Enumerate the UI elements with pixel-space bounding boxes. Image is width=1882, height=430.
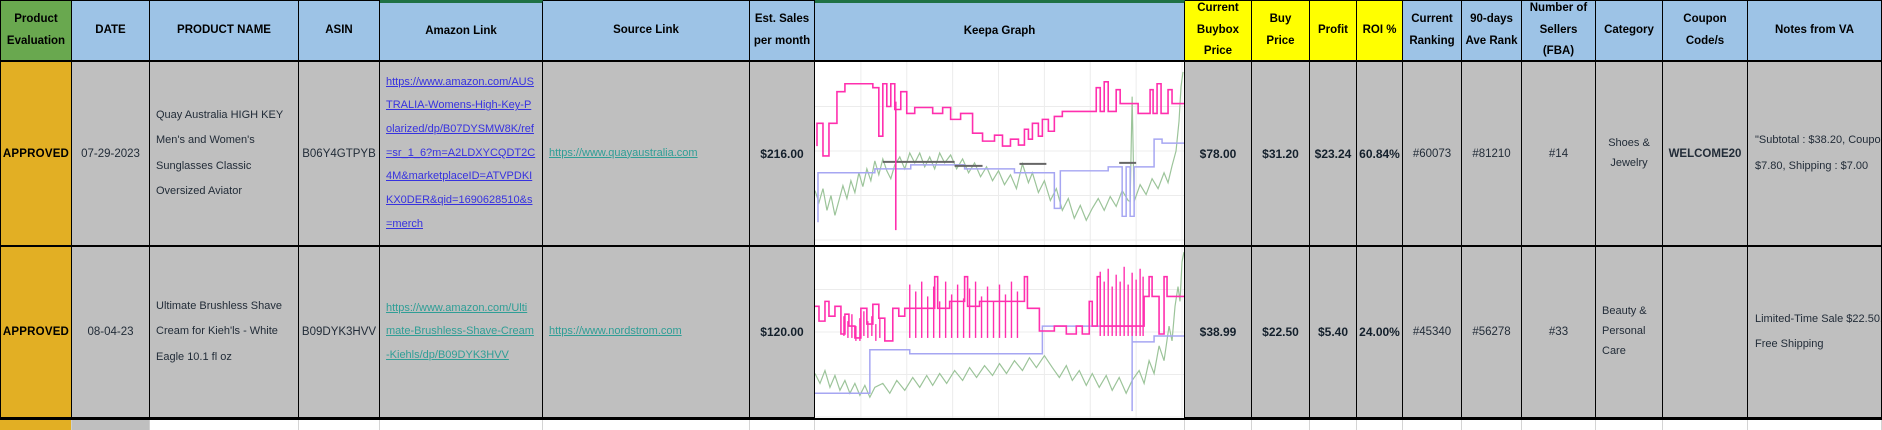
partial-row-cell[interactable] (1403, 420, 1462, 430)
cell-est-sales-row2[interactable]: $120.00 (750, 247, 815, 420)
source-link-row2[interactable]: https://www.nordstrom.com (549, 325, 682, 338)
cell-category-row1[interactable]: Shoes & Jewelry (1596, 62, 1663, 247)
col-header-category[interactable]: Category (1596, 0, 1663, 62)
cell-buybox-price-row2[interactable]: $38.99 (1185, 247, 1252, 420)
partial-row-date-cell[interactable] (72, 420, 150, 430)
cell-profit-row2[interactable]: $5.40 (1310, 247, 1357, 420)
col-header-est-sales[interactable]: Est. Sales per month (750, 0, 815, 62)
keepa-graph-row2-image (815, 247, 1184, 418)
col-header-num-sellers[interactable]: Number of Sellers (FBA) (1522, 0, 1596, 62)
col-header-90d-ave-rank[interactable]: 90-days Ave Rank (1462, 0, 1522, 62)
partial-row-cell[interactable] (299, 420, 380, 430)
cell-asin-row1[interactable]: B06Y4GTPYB (299, 62, 380, 247)
partial-row-cell[interactable] (150, 420, 299, 430)
cell-num-sellers-row1[interactable]: #14 (1522, 62, 1596, 247)
col-header-coupon[interactable]: Coupon Code/s (1663, 0, 1748, 62)
partial-row-cell[interactable] (1748, 420, 1882, 430)
partial-row-cell[interactable] (1663, 420, 1748, 430)
partial-row-cell[interactable] (1185, 420, 1252, 430)
col-header-profit[interactable]: Profit (1310, 0, 1357, 62)
cell-product-name-row1[interactable]: Quay Australia HIGH KEY Men's and Women'… (150, 62, 299, 247)
cell-evaluation-row2[interactable]: APPROVED (0, 247, 72, 420)
cell-keepa-graph-row2[interactable] (815, 247, 1185, 420)
cell-est-sales-row1[interactable]: $216.00 (750, 62, 815, 247)
cell-buy-price-row1[interactable]: $31.20 (1252, 62, 1310, 247)
cell-amazon-link-row2[interactable]: https://www.amazon.com/Ultimate-Brushles… (380, 247, 543, 420)
col-header-buy-price[interactable]: Buy Price (1252, 0, 1310, 62)
partial-row-cell[interactable] (750, 420, 815, 430)
col-header-product-name[interactable]: PRODUCT NAME (150, 0, 299, 62)
partial-row-cell[interactable] (1522, 420, 1596, 430)
partial-row-evaluation-cell[interactable] (0, 420, 72, 430)
partial-row-cell[interactable] (1310, 420, 1357, 430)
cell-profit-row1[interactable]: $23.24 (1310, 62, 1357, 247)
cell-evaluation-row1[interactable]: APPROVED (0, 62, 72, 247)
keepa-graph-row1-image (815, 62, 1184, 245)
cell-date-row1[interactable]: 07-29-2023 (72, 62, 150, 247)
source-link-row1[interactable]: https://www.quayaustralia.com (549, 146, 698, 159)
partial-row-cell[interactable] (543, 420, 750, 430)
cell-notes-row2[interactable]: Limited-Time Sale $22.50, ( Free Shippin… (1748, 247, 1882, 420)
cell-buybox-price-row1[interactable]: $78.00 (1185, 62, 1252, 247)
col-header-product-evaluation[interactable]: Product Evaluation (0, 0, 72, 62)
cell-product-name-row2[interactable]: Ultimate Brushless Shave Cream for Kieh'… (150, 247, 299, 420)
cell-num-sellers-row2[interactable]: #33 (1522, 247, 1596, 420)
col-header-date[interactable]: DATE (72, 0, 150, 62)
partial-row-cell[interactable] (1462, 420, 1522, 430)
amazon-link-row2[interactable]: https://www.amazon.com/Ultimate-Brushles… (386, 301, 534, 361)
cell-amazon-link-row1[interactable]: https://www.amazon.com/AUSTRALIA-Womens-… (380, 62, 543, 247)
cell-source-link-row1[interactable]: https://www.quayaustralia.com (543, 62, 750, 247)
cell-category-row2[interactable]: Beauty & Personal Care (1596, 247, 1663, 420)
cell-90d-ave-rank-row1[interactable]: #81210 (1462, 62, 1522, 247)
col-header-buybox-price[interactable]: Current Buybox Price (1185, 0, 1252, 62)
cell-90d-ave-rank-row2[interactable]: #56278 (1462, 247, 1522, 420)
partial-row-cell[interactable] (380, 420, 543, 430)
col-header-keepa-graph[interactable]: Keepa Graph (815, 0, 1185, 62)
col-header-amazon-link[interactable]: Amazon Link (380, 0, 543, 62)
col-header-notes[interactable]: Notes from VA (1748, 0, 1882, 62)
cell-asin-row2[interactable]: B09DYK3HVV (299, 247, 380, 420)
cell-keepa-graph-row1[interactable] (815, 62, 1185, 247)
col-header-source-link[interactable]: Source Link (543, 0, 750, 62)
cell-notes-row1[interactable]: "Subtotal : $38.20, Coupon $7.80, Shippi… (1748, 62, 1882, 247)
cell-date-row2[interactable]: 08-04-23 (72, 247, 150, 420)
cell-roi-row1[interactable]: 60.84% (1357, 62, 1403, 247)
cell-coupon-row1[interactable]: WELCOME20 (1663, 62, 1748, 247)
cell-buy-price-row2[interactable]: $22.50 (1252, 247, 1310, 420)
cell-coupon-row2[interactable] (1663, 247, 1748, 420)
cell-current-ranking-row1[interactable]: #60073 (1403, 62, 1462, 247)
partial-row-cell[interactable] (1357, 420, 1403, 430)
col-header-current-ranking[interactable]: Current Ranking (1403, 0, 1462, 62)
partial-row-cell[interactable] (1596, 420, 1663, 430)
col-header-asin[interactable]: ASIN (299, 0, 380, 62)
cell-source-link-row2[interactable]: https://www.nordstrom.com (543, 247, 750, 420)
cell-roi-row2[interactable]: 24.00% (1357, 247, 1403, 420)
cell-current-ranking-row2[interactable]: #45340 (1403, 247, 1462, 420)
amazon-link-row1[interactable]: https://www.amazon.com/AUSTRALIA-Womens-… (386, 75, 536, 230)
col-header-roi[interactable]: ROI % (1357, 0, 1403, 62)
partial-row-cell[interactable] (815, 420, 1185, 430)
partial-row-cell[interactable] (1252, 420, 1310, 430)
